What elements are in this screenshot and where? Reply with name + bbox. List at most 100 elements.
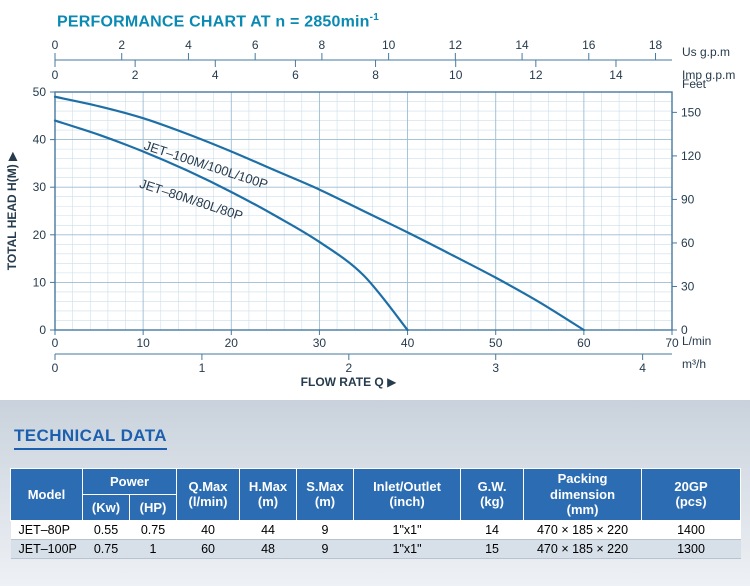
col-header-inlet-outlet: Inlet/Outlet (inch) [353, 468, 462, 521]
table-cell: 1400 [641, 520, 741, 540]
table-header: Model Power Q.Max (l/min) H.Max (m) S.Ma… [10, 468, 742, 521]
tick-label-m3h: 4 [639, 361, 646, 375]
table-header-row-2: (Kw) (HP) [11, 493, 741, 521]
table-cell: 1"x1" [353, 520, 461, 540]
tick-label-feet: 30 [681, 279, 695, 293]
tick-label-usgpm: 18 [649, 38, 663, 52]
col-header-gw: G.W. (kg) [460, 468, 525, 521]
performance-chart-svg: 0 2 4 6 8 10 12 14 16 18 Us g.p.m 0 2 4 6 8 10 12 14 Imp g.… [5, 38, 735, 389]
tick-label-lmin: 50 [489, 336, 503, 350]
tick-label-feet: 0 [681, 323, 688, 337]
table-cell: 470 × 185 × 220 [523, 520, 642, 540]
axis-label-flow-rate: FLOW RATE Q ▶ [301, 375, 397, 389]
tick-label-head-m: 10 [33, 275, 47, 289]
table-cell: 15 [460, 539, 524, 559]
table-cell: 0.75 [82, 539, 130, 559]
tick-label-lmin: 10 [136, 336, 150, 350]
chart-title-sup: -1 [369, 12, 379, 23]
tick-label-lmin: 0 [52, 336, 59, 350]
tick-label-lmin: 30 [313, 336, 327, 350]
col-header-smax-name: S.Max [306, 478, 344, 494]
axis-label-impgpm: Imp g.p.m [682, 68, 735, 82]
table-cell: 1 [129, 539, 177, 559]
table-cell: 14 [460, 520, 524, 540]
tick-label-head-m: 20 [33, 228, 47, 242]
model-cell: JET–80P [10, 520, 83, 540]
axis-label-feet: Feet [682, 77, 707, 91]
technical-data-table: Model Power Q.Max (l/min) H.Max (m) S.Ma… [10, 468, 742, 559]
tick-label-usgpm: 6 [252, 38, 259, 52]
tick-label-impgpm: 10 [449, 68, 463, 82]
table-cell: 0.75 [129, 520, 177, 540]
table-row: JET–100P 0.75 1 60 48 9 1"x1" 15 470 × 185 × 220… [10, 539, 741, 559]
axis-label-m3h: m³/h [682, 357, 706, 371]
col-header-packing-line1: Packing [557, 471, 608, 486]
plot-frame [54, 91, 673, 331]
tick-label-lmin: 60 [577, 336, 591, 350]
tick-label-head-m: 0 [39, 323, 46, 337]
tick-label-usgpm: 14 [515, 38, 529, 52]
col-header-power: Power [81, 468, 178, 495]
col-header-qmax-name: Q.Max [188, 478, 228, 494]
col-header-model: Model [10, 468, 83, 521]
curve-label: JET–80M/80L/80P [138, 176, 245, 224]
tick-label-impgpm: 14 [609, 68, 623, 82]
tick-label-feet: 120 [681, 149, 701, 163]
tick-label-m3h: 0 [52, 361, 59, 375]
table-cell: 9 [296, 539, 354, 559]
col-header-packing-unit: (mm) [566, 502, 599, 518]
tick-label-head-m: 40 [33, 133, 47, 147]
tick-label-usgpm: 8 [319, 38, 326, 52]
chart-title-main: PERFORMANCE CHART AT n = 2850min [57, 13, 370, 31]
col-header-hp: (HP) [128, 493, 178, 521]
tick-label-impgpm: 0 [52, 68, 59, 82]
col-header-hmax-unit: (m) [257, 494, 279, 510]
tick-label-usgpm: 10 [382, 38, 396, 52]
tick-label-usgpm: 12 [449, 38, 463, 52]
col-header-inlet-name: Inlet/Outlet [373, 478, 441, 494]
curve-jet-100 [53, 95, 585, 332]
tick-label-lmin: 40 [401, 336, 415, 350]
axis-label-total-head: TOTAL HEAD H(M) ▶ [5, 151, 19, 270]
col-header-packing-line2: dimension [550, 486, 616, 502]
tick-label-head-m: 50 [33, 85, 47, 99]
axis-label-usgpm: Us g.p.m [682, 45, 730, 59]
technical-data-section: TECHNICAL DATA Model Power Q.Max (l/min)… [0, 400, 750, 586]
tick-label-impgpm: 2 [132, 68, 139, 82]
axis-label-lmin: L/min [682, 334, 711, 348]
col-header-20gp-unit: (pcs) [675, 494, 707, 510]
col-header-hmax-name: H.Max [248, 478, 288, 494]
tick-label-impgpm: 12 [529, 68, 543, 82]
tick-label-usgpm: 16 [582, 38, 596, 52]
col-header-packing: Packing dimension (mm) [523, 468, 643, 521]
table-cell: 9 [296, 520, 354, 540]
tick-label-usgpm: 2 [118, 38, 125, 52]
model-cell: JET–100P [10, 539, 83, 559]
curve-jet-80 [53, 119, 409, 332]
tick-label-impgpm: 8 [372, 68, 379, 82]
tick-label-lmin: 70 [665, 336, 679, 350]
table-body: JET–80P 0.55 0.75 40 44 9 1"x1" 14 470 × 185 × 2… [10, 520, 741, 559]
tick-label-m3h: 3 [492, 361, 499, 375]
col-header-smax: S.Max (m) [296, 468, 355, 521]
col-header-qmax: Q.Max (l/min) [176, 468, 241, 521]
table-cell: 470 × 185 × 220 [523, 539, 642, 559]
tick-label-feet: 90 [681, 192, 695, 206]
col-header-hmax: H.Max (m) [239, 468, 298, 521]
tick-label-impgpm: 6 [292, 68, 299, 82]
tick-label-m3h: 2 [345, 361, 352, 375]
tick-label-feet: 150 [681, 105, 701, 119]
col-header-gw-name: G.W. [477, 478, 507, 494]
table-cell: 1300 [641, 539, 741, 559]
tick-label-impgpm: 4 [212, 68, 219, 82]
table-cell: 0.55 [82, 520, 130, 540]
table-cell: 60 [176, 539, 240, 559]
tick-label-feet: 60 [681, 236, 695, 250]
table-header-row-1: Model Power Q.Max (l/min) H.Max (m) S.Ma… [10, 468, 742, 521]
col-header-20gp-name: 20GP [674, 478, 708, 494]
table-cell: 40 [176, 520, 240, 540]
tick-label-head-m: 30 [33, 180, 47, 194]
table-cell: 44 [239, 520, 297, 540]
tick-label-usgpm: 0 [52, 38, 59, 52]
technical-data-title: TECHNICAL DATA [14, 426, 167, 450]
